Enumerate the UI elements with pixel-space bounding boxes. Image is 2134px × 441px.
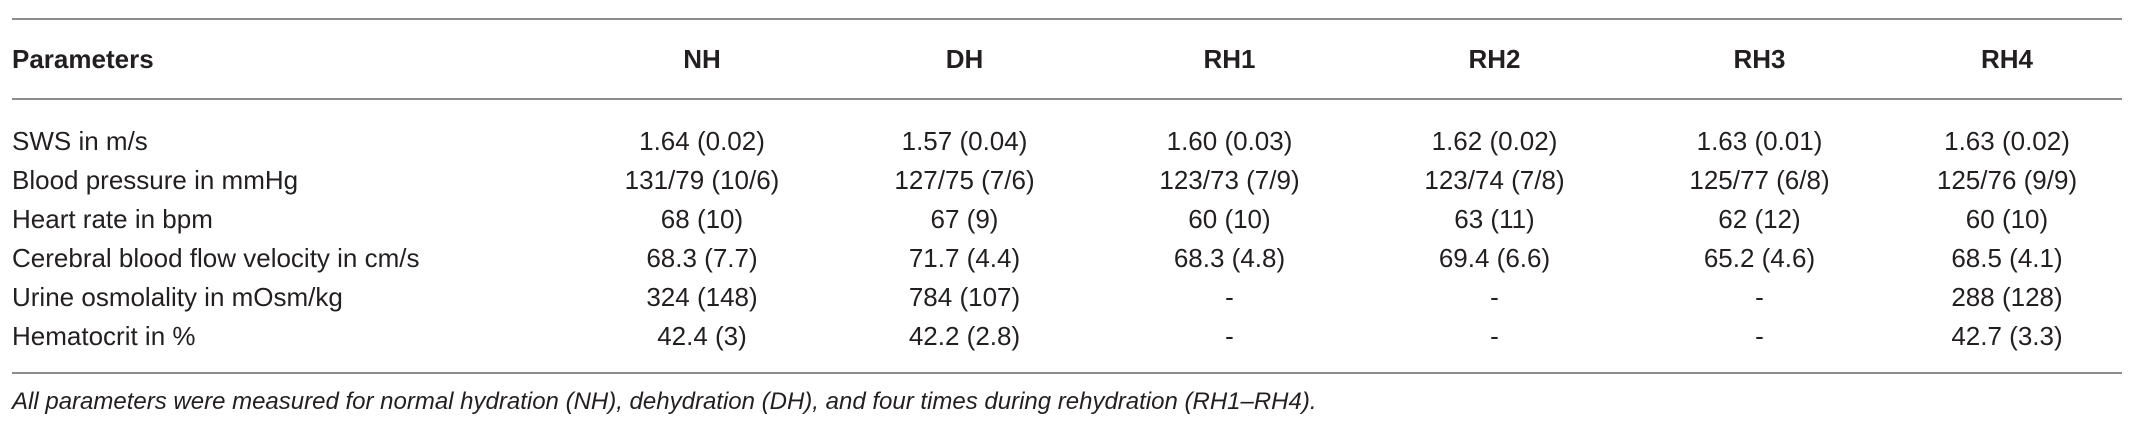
cell-rh2: 1.62 (0.02) [1431, 126, 1558, 156]
cell-rh2: 63 (11) [1454, 204, 1535, 234]
cell-rh3: 65.2 (4.6) [1703, 243, 1816, 273]
header-nh: NH [683, 43, 721, 74]
cell-rh2: - [1490, 321, 1499, 351]
cell-rh1: - [1225, 321, 1234, 351]
cell-dh: 71.7 (4.4) [908, 243, 1021, 273]
row-label: Urine osmolality in mOsm/kg [12, 282, 343, 312]
cell-rh3: 125/77 (6/8) [1689, 165, 1830, 195]
header-rh4: RH4 [1980, 43, 2033, 74]
cell-nh: 324 (148) [646, 282, 758, 312]
header-dh: DH [945, 43, 984, 74]
cell-nh: 1.64 (0.02) [639, 126, 765, 156]
row-label: Blood pressure in mmHg [12, 165, 299, 195]
table-row: Hematocrit in % 42.4 (3) 42.2 (2.8) - - … [12, 317, 2122, 373]
table-row: SWS in m/s 1.64 (0.02) 1.57 (0.04) 1.60 … [12, 99, 2122, 161]
row-label: Hematocrit in % [12, 321, 196, 351]
header-rh1: RH1 [1203, 43, 1256, 74]
table-row: Urine osmolality in mOsm/kg 324 (148) 78… [12, 278, 2122, 317]
cell-rh1: - [1225, 282, 1234, 312]
header-parameters: Parameters [12, 43, 154, 74]
cell-rh4: 68.5 (4.1) [1951, 243, 2063, 273]
cell-nh: 68 (10) [660, 204, 744, 234]
cell-dh: 127/75 (7/6) [894, 165, 1035, 195]
cell-nh: 131/79 (10/6) [624, 165, 780, 195]
row-label: SWS in m/s [12, 126, 148, 156]
cell-rh4: 288 (128) [1951, 282, 2063, 312]
cell-rh2: - [1490, 282, 1499, 312]
row-label: Cerebral blood flow velocity in cm/s [12, 243, 420, 273]
cell-dh: 42.2 (2.8) [908, 321, 1021, 351]
cell-nh: 42.4 (3) [657, 321, 747, 351]
cell-rh3: - [1755, 282, 1764, 312]
table-body: SWS in m/s 1.64 (0.02) 1.57 (0.04) 1.60 … [12, 99, 2122, 373]
cell-rh1: 68.3 (4.8) [1173, 243, 1286, 273]
table-header: Parameters NH DH RH1 RH2 RH3 RH4 [12, 19, 2122, 99]
table-footnote: All parameters were measured for normal … [12, 388, 1317, 415]
parameters-table: Parameters NH DH RH1 RH2 RH3 RH4 SWS in … [12, 18, 2122, 374]
table-row: Heart rate in bpm 68 (10) 67 (9) 60 (10)… [12, 200, 2122, 239]
row-label: Heart rate in bpm [12, 204, 213, 234]
cell-rh4: 125/76 (9/9) [1936, 165, 2078, 195]
header-rh3: RH3 [1733, 43, 1786, 74]
cell-rh4: 1.63 (0.02) [1944, 126, 2070, 156]
cell-rh1: 60 (10) [1188, 204, 1271, 234]
table-container: Parameters NH DH RH1 RH2 RH3 RH4 SWS in … [12, 18, 2122, 416]
header-row: Parameters NH DH RH1 RH2 RH3 RH4 [12, 19, 2122, 99]
cell-rh4: 60 (10) [1965, 204, 2049, 234]
cell-rh3: 1.63 (0.01) [1696, 126, 1823, 156]
cell-dh: 784 (107) [908, 282, 1021, 312]
cell-rh2: 123/74 (7/8) [1424, 165, 1565, 195]
cell-rh3: - [1755, 321, 1764, 351]
cell-dh: 1.57 (0.04) [901, 126, 1028, 156]
cell-rh1: 123/73 (7/9) [1159, 165, 1300, 195]
table-row: Cerebral blood flow velocity in cm/s 68.… [12, 239, 2122, 278]
cell-rh2: 69.4 (6.6) [1438, 243, 1551, 273]
cell-rh4: 42.7 (3.3) [1951, 321, 2063, 351]
cell-dh: 67 (9) [930, 204, 999, 234]
cell-rh1: 1.60 (0.03) [1166, 126, 1293, 156]
cell-rh3: 62 (12) [1718, 204, 1801, 234]
cell-nh: 68.3 (7.7) [646, 243, 758, 273]
header-rh2: RH2 [1468, 43, 1521, 74]
table-row: Blood pressure in mmHg 131/79 (10/6) 127… [12, 161, 2122, 200]
